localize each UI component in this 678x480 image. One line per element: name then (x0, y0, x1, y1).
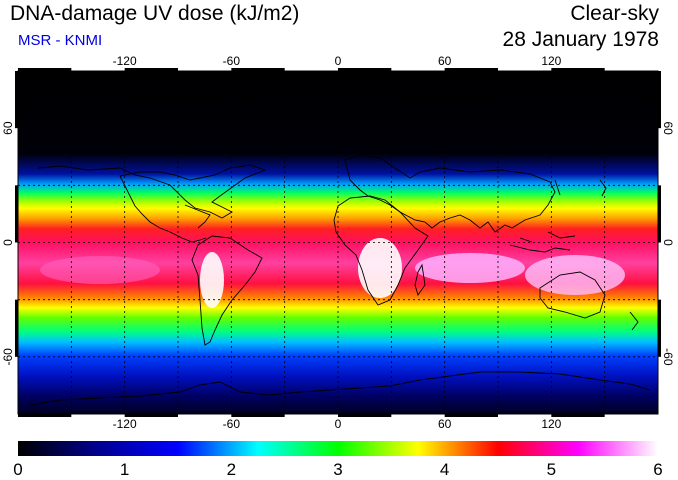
colorbar-tick-label: 1 (120, 460, 129, 479)
maritime-continent-coast (509, 231, 576, 253)
lat-label-left: 0 (1, 239, 15, 246)
lat-label-right: -60 (661, 348, 675, 366)
frame-ticks (15, 68, 661, 417)
map-source: MSR - KNMI (18, 32, 103, 49)
south-america-peak-region (200, 252, 224, 308)
lat-label-left: -60 (1, 348, 15, 366)
lon-label-top: -120 (113, 54, 137, 68)
lon-label-bottom: 120 (541, 417, 561, 431)
frame-tick-segment (15, 185, 18, 243)
lon-label-top: 60 (438, 54, 452, 68)
graticule (18, 71, 658, 414)
frame-tick-segment (124, 414, 178, 417)
lon-labels-bottom: -120 -60 0 60 120 (113, 417, 562, 431)
lon-label-top: 0 (335, 54, 342, 68)
north-america-coast (37, 164, 267, 243)
lon-label-top: 120 (541, 54, 561, 68)
lat-labels-left: 60 0 -60 (1, 121, 15, 365)
lon-label-top: -60 (223, 54, 241, 68)
antarctica-coast (29, 371, 651, 406)
frame-tick-segment (338, 68, 392, 71)
colorbar-tick-label: 3 (333, 460, 342, 479)
madagascar-coast (414, 263, 426, 297)
japan-coast (554, 179, 607, 197)
lon-label-bottom: -120 (113, 417, 137, 431)
frame-tick-segment (551, 414, 605, 417)
lon-label-bottom: 0 (335, 417, 342, 431)
colorbar-labels: 0 1 2 3 4 5 6 (13, 460, 662, 479)
east-pacific-peak-region (40, 256, 160, 284)
colorbar-tick-label: 6 (653, 460, 662, 479)
coastlines (29, 154, 651, 406)
indian-ocean-peak-region (415, 253, 525, 283)
frame-tick-segment (231, 414, 285, 417)
africa-coast (333, 195, 429, 306)
lon-label-bottom: 60 (438, 417, 452, 431)
frame-tick-segment (15, 299, 18, 357)
frame-tick-segment (338, 414, 392, 417)
frame-tick-segment (658, 185, 661, 243)
frame-tick-segment (658, 71, 661, 129)
frame-tick-segment (551, 68, 605, 71)
frame-tick-segment (18, 414, 72, 417)
colorbar (18, 441, 658, 456)
south-america-coast (191, 235, 263, 346)
frame-tick-segment (444, 68, 498, 71)
pacific-peak-region (525, 255, 625, 295)
lon-label-bottom: -60 (223, 417, 241, 431)
colorbar-tick-label: 4 (440, 460, 449, 479)
lat-label-right: 60 (661, 121, 675, 135)
frame-tick-segment (658, 299, 661, 357)
frame-tick-segment (444, 414, 498, 417)
frame-tick-segment (231, 68, 285, 71)
new-zealand-coast (629, 311, 639, 331)
frame-tick-segment (124, 68, 178, 71)
sky-condition: Clear-sky (570, 2, 659, 25)
frame-tick-segment (15, 71, 18, 129)
map-title: DNA-damage UV dose (kJ/m2) (10, 2, 300, 25)
colorbar-tick-label: 0 (13, 460, 22, 479)
frame-tick-segment (18, 68, 72, 71)
colorbar-tick-label: 2 (227, 460, 236, 479)
lat-label-right: 0 (661, 239, 675, 246)
colorbar-tick-label: 5 (547, 460, 556, 479)
map-date: 28 January 1978 (502, 28, 659, 51)
central-america-coast (184, 204, 211, 229)
lat-label-left: 60 (1, 121, 15, 135)
lon-labels-top: -120 -60 0 60 120 (113, 54, 562, 68)
australia-coast (539, 271, 606, 319)
lat-labels-right: 60 0 -60 (661, 121, 675, 365)
